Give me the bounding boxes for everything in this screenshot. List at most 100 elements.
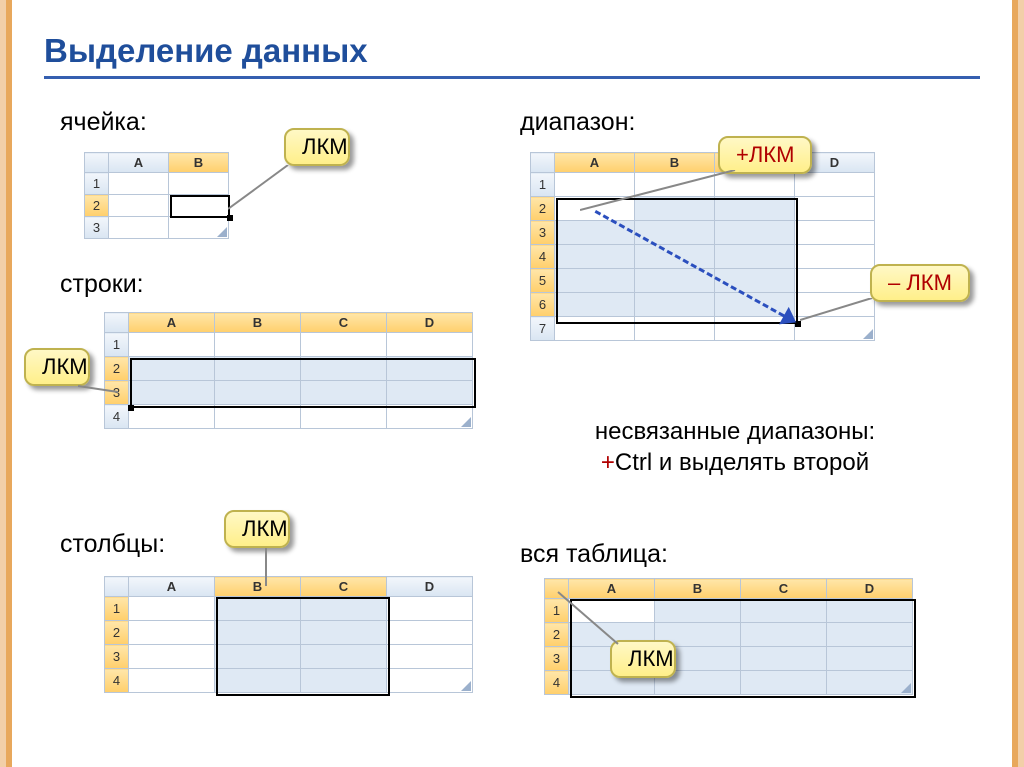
row-header[interactable]: 3 <box>531 221 555 245</box>
selectall-corner[interactable] <box>531 153 555 173</box>
callout-leader <box>800 298 880 328</box>
table-cell-data[interactable] <box>109 195 169 217</box>
table-cell-data[interactable] <box>301 597 387 621</box>
table-cell-data[interactable] <box>301 357 387 381</box>
table-cell-data[interactable] <box>129 597 215 621</box>
table-cell-data[interactable] <box>169 195 229 217</box>
table-cell-data[interactable] <box>715 269 795 293</box>
row-header[interactable]: 5 <box>531 269 555 293</box>
selectall-corner[interactable] <box>85 153 109 173</box>
row-header[interactable]: 2 <box>531 197 555 221</box>
table-cell-data[interactable] <box>215 333 301 357</box>
col-header-a[interactable]: A <box>129 313 215 333</box>
col-header-c[interactable]: C <box>301 577 387 597</box>
row-header[interactable]: 4 <box>531 245 555 269</box>
table-cell-data[interactable] <box>301 645 387 669</box>
table-cell-data[interactable] <box>215 645 301 669</box>
table-cell-data[interactable] <box>301 621 387 645</box>
table-cell-data[interactable] <box>795 173 875 197</box>
table-cell-data[interactable] <box>129 357 215 381</box>
table-cell-data[interactable] <box>215 357 301 381</box>
table-cell-data[interactable] <box>635 293 715 317</box>
row-header[interactable]: 1 <box>85 173 109 195</box>
table-cell-data[interactable] <box>387 333 473 357</box>
table-cell-data[interactable] <box>387 597 473 621</box>
table-cell-data[interactable] <box>129 645 215 669</box>
col-header-b[interactable]: B <box>655 579 741 599</box>
col-header-b[interactable]: B <box>215 313 301 333</box>
row-header[interactable]: 6 <box>531 293 555 317</box>
row-header[interactable]: 1 <box>105 597 129 621</box>
callout-leader <box>580 170 750 220</box>
table-cell-data[interactable] <box>741 671 827 695</box>
table-cell-data[interactable] <box>301 669 387 693</box>
table-cell-data[interactable] <box>215 669 301 693</box>
table-cols: A B C D 1 2 3 4 <box>104 576 473 693</box>
table-cell-data[interactable] <box>715 245 795 269</box>
row-header[interactable]: 2 <box>105 357 129 381</box>
table-cell-data[interactable] <box>129 405 215 429</box>
table-cell-data[interactable] <box>301 333 387 357</box>
note-nonadjacent: несвязанные диапазоны: +Ctrl и выделять … <box>520 416 950 478</box>
row-header[interactable]: 2 <box>105 621 129 645</box>
table-cell-data[interactable] <box>827 623 913 647</box>
row-header[interactable]: 3 <box>105 645 129 669</box>
table-cell-data[interactable] <box>215 381 301 405</box>
col-header-a[interactable]: A <box>109 153 169 173</box>
table-cell-data[interactable] <box>301 405 387 429</box>
table-cell-data[interactable] <box>827 599 913 623</box>
fill-handle[interactable] <box>128 405 134 411</box>
selectall-corner[interactable] <box>105 577 129 597</box>
table-cell-data[interactable] <box>555 245 635 269</box>
table-cell-data[interactable] <box>827 647 913 671</box>
title-underline <box>44 76 980 79</box>
table-cell-data[interactable] <box>555 317 635 341</box>
table-cell-data[interactable] <box>795 245 875 269</box>
col-header-d[interactable]: D <box>387 313 473 333</box>
row-header[interactable]: 4 <box>545 671 569 695</box>
table-cell-data[interactable] <box>655 599 741 623</box>
table-cell-data[interactable] <box>215 597 301 621</box>
row-header[interactable]: 1 <box>531 173 555 197</box>
table-cell-data[interactable] <box>741 647 827 671</box>
col-header-a[interactable]: A <box>129 577 215 597</box>
table-cell-data[interactable] <box>129 669 215 693</box>
table-cell-data[interactable] <box>109 173 169 195</box>
row-header[interactable]: 4 <box>105 669 129 693</box>
col-header-b[interactable]: B <box>169 153 229 173</box>
row-header[interactable]: 3 <box>85 217 109 239</box>
table-cell-data[interactable] <box>555 293 635 317</box>
row-header[interactable]: 3 <box>545 647 569 671</box>
table-cell-data[interactable] <box>387 645 473 669</box>
col-header-c[interactable]: C <box>741 579 827 599</box>
row-header[interactable]: 7 <box>531 317 555 341</box>
table-cell-data[interactable] <box>555 269 635 293</box>
table-cell-data[interactable] <box>109 217 169 239</box>
table-cell-data[interactable] <box>129 333 215 357</box>
table-cell-data[interactable] <box>129 381 215 405</box>
table-cell-data[interactable] <box>741 623 827 647</box>
col-header-d[interactable]: D <box>827 579 913 599</box>
fill-handle[interactable] <box>227 215 233 221</box>
row-header[interactable]: 2 <box>85 195 109 217</box>
label-rows: строки: <box>60 270 144 299</box>
table-cell-data[interactable] <box>795 221 875 245</box>
table-cell-data[interactable] <box>215 621 301 645</box>
table-cell-data[interactable] <box>387 381 473 405</box>
label-cell: ячейка: <box>60 108 147 137</box>
table-cell-data[interactable] <box>387 621 473 645</box>
col-header-c[interactable]: C <box>301 313 387 333</box>
table-cell-data[interactable] <box>795 197 875 221</box>
col-header-d[interactable]: D <box>387 577 473 597</box>
table-cell-data[interactable] <box>215 405 301 429</box>
table-cell-data[interactable] <box>741 599 827 623</box>
selectall-corner[interactable] <box>105 313 129 333</box>
table-cell-data[interactable] <box>301 381 387 405</box>
row-header[interactable]: 1 <box>105 333 129 357</box>
table-cell-data[interactable] <box>169 173 229 195</box>
table-cell-data[interactable] <box>715 221 795 245</box>
table-cell-data[interactable] <box>635 317 715 341</box>
table-cell-data[interactable] <box>129 621 215 645</box>
table-cell-data[interactable] <box>387 357 473 381</box>
table-cell-data[interactable] <box>795 269 875 293</box>
